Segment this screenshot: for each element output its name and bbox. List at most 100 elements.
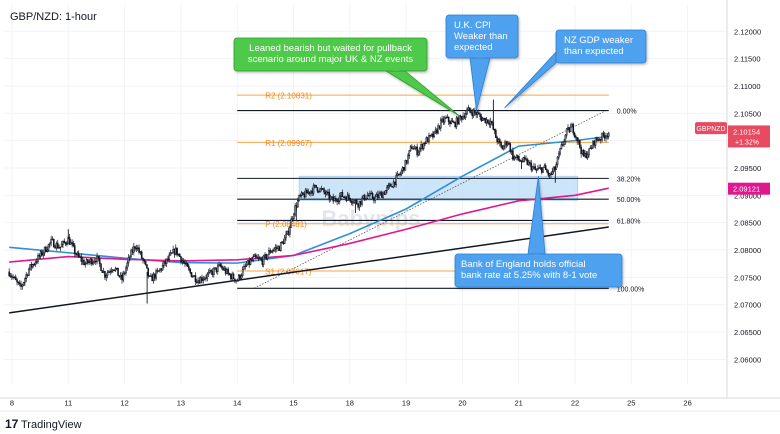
candle-body xyxy=(455,117,458,127)
candle-body xyxy=(184,262,186,265)
candle-body xyxy=(22,282,25,286)
candle-body xyxy=(325,191,328,195)
candle-body xyxy=(28,268,30,276)
candle-body xyxy=(104,271,106,278)
candle-body xyxy=(408,150,411,157)
candle-body xyxy=(324,191,327,195)
candle-body xyxy=(66,243,68,245)
candle-body xyxy=(258,257,261,260)
candle-body xyxy=(163,261,165,266)
candle-body xyxy=(380,192,383,198)
candle-body xyxy=(447,116,450,123)
candle-body xyxy=(442,118,445,123)
price-badge: 2.10154 +1.32% xyxy=(728,125,770,148)
candle-body xyxy=(433,131,436,138)
candle-body xyxy=(579,140,581,148)
candle-body xyxy=(146,264,148,269)
candle-body xyxy=(121,274,123,281)
candle-body xyxy=(261,259,264,265)
candle-body xyxy=(201,277,203,281)
candle-body xyxy=(127,257,130,264)
candle-body xyxy=(178,253,181,257)
candle-body xyxy=(439,119,442,129)
candle-body xyxy=(333,197,336,202)
candle-body xyxy=(438,125,441,129)
candle-body xyxy=(224,268,227,274)
price-badge: GBPNZD xyxy=(695,122,727,135)
candle-body xyxy=(114,268,117,271)
candle-body xyxy=(243,265,245,270)
tradingview-logo[interactable]: 17 TradingView xyxy=(5,417,82,431)
candle-body xyxy=(167,258,169,261)
candle-body xyxy=(185,263,188,265)
trendline-line xyxy=(9,226,609,314)
candle-body xyxy=(192,276,194,278)
candle-body xyxy=(240,275,243,279)
candle-body xyxy=(256,256,258,259)
candle-body xyxy=(387,184,390,188)
candle-body xyxy=(172,249,174,254)
candle-body xyxy=(454,122,456,127)
candle-body xyxy=(270,250,273,253)
consolidation-zone xyxy=(298,175,579,201)
candle-body xyxy=(235,280,237,282)
candle-body xyxy=(306,189,308,194)
candle-body xyxy=(168,254,171,260)
candle-body xyxy=(597,139,599,141)
candle-body xyxy=(415,146,417,149)
candle-body xyxy=(112,269,114,272)
candle-body xyxy=(383,192,386,195)
callout-text: bank rate at 5.25% with 8-1 vote xyxy=(461,270,597,281)
candle-body xyxy=(336,200,338,202)
candle-body xyxy=(422,142,425,149)
candle-body xyxy=(420,143,422,149)
candle-body xyxy=(487,119,489,124)
candle-body xyxy=(285,233,287,239)
candle-body xyxy=(73,245,76,254)
candle-body xyxy=(14,276,17,281)
candle-body xyxy=(316,187,319,192)
candle-body xyxy=(358,200,361,208)
candle-body xyxy=(143,259,146,262)
candle-body xyxy=(177,253,180,256)
candle-body xyxy=(102,271,105,273)
candle-body xyxy=(437,125,439,134)
candle-body xyxy=(211,271,214,275)
candle-body xyxy=(153,273,156,279)
candle-body xyxy=(239,274,241,279)
candle-body xyxy=(600,139,602,141)
candle-body xyxy=(231,273,233,280)
candlesticks xyxy=(8,99,610,304)
candle-body xyxy=(506,142,509,146)
candle-body xyxy=(176,247,178,256)
candle-body xyxy=(220,265,223,268)
candle-body xyxy=(573,132,576,137)
candle-body xyxy=(89,258,92,262)
candle-body xyxy=(424,142,426,145)
candle-body xyxy=(317,190,320,193)
candle-body xyxy=(501,145,504,150)
candle-body xyxy=(169,252,172,256)
candle-body xyxy=(150,275,152,277)
candle-body xyxy=(93,260,96,263)
candle-body xyxy=(407,155,409,164)
x-tick-label: 20 xyxy=(458,399,466,408)
pivot-label: R2 (2.10831) xyxy=(265,92,312,101)
candle-body xyxy=(466,109,468,115)
candle-body xyxy=(83,259,85,266)
candle-body xyxy=(592,140,594,149)
candle-body xyxy=(92,261,94,265)
candle-body xyxy=(264,254,266,257)
candle-body xyxy=(72,243,75,246)
candle-body xyxy=(298,194,300,201)
candle-body xyxy=(493,128,496,131)
candle-body xyxy=(77,252,80,257)
candle-body xyxy=(464,113,467,118)
candle-body xyxy=(136,247,139,250)
candle-body xyxy=(252,256,254,261)
fib-level-label: 50.00% xyxy=(617,197,641,204)
candle-body xyxy=(356,199,358,205)
candle-body xyxy=(479,113,481,117)
candle-body xyxy=(98,258,101,265)
